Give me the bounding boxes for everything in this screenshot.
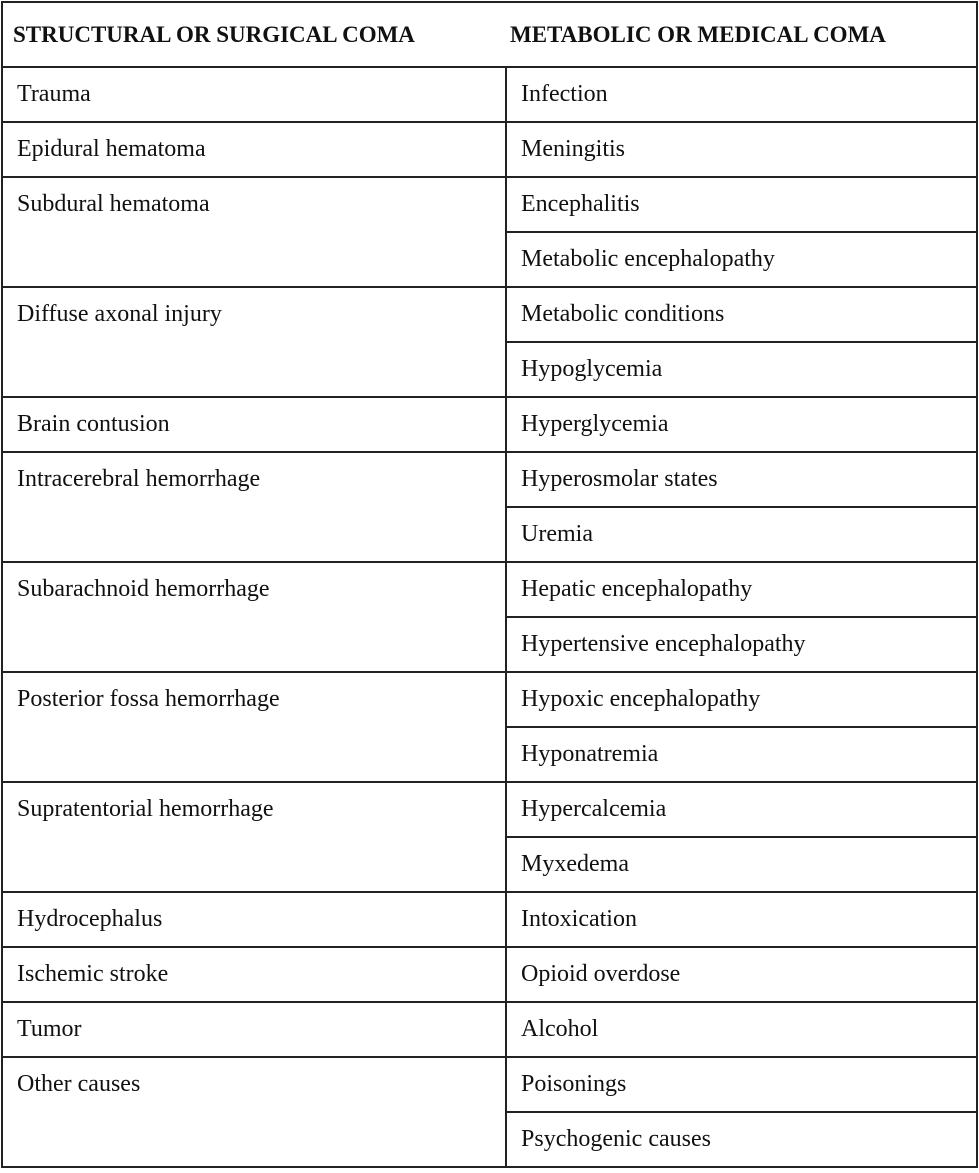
metabolic-cause-cell: Myxedema (505, 836, 978, 893)
structural-cause-cell: Subarachnoid hemorrhage (1, 561, 507, 673)
table-row: Subarachnoid hemorrhage Hepatic encephalo… (1, 561, 978, 673)
metabolic-cause-cell: Hypoxic encephalopathy (505, 671, 978, 728)
structural-cause-cell: Hydrocephalus (1, 891, 507, 948)
metabolic-cause-cell: Metabolic encephalopathy (505, 231, 978, 288)
table-row: Intracerebral hemorrhage Hyperosmolar sta… (1, 451, 978, 563)
metabolic-cause-cell: Hypertensive encephalopathy (505, 616, 978, 673)
structural-cause-cell: Trauma (1, 66, 507, 123)
table-row: Psychogenic causes (2, 1111, 978, 1168)
metabolic-cause-cell: Hyponatremia (505, 726, 978, 783)
table-row: Supratentorial hemorrhage Hypercalcemia (1, 781, 978, 893)
structural-cause-cell: Diffuse axonal injury (1, 286, 507, 398)
table-row: Ischemic stroke Opioid overdose (1, 946, 978, 1003)
metabolic-cause-cell: Opioid overdose (505, 946, 978, 1003)
table-row: Brain contusion Hyperglycemia (1, 396, 978, 453)
table-row: Hypertensive encephalopathy (2, 616, 978, 673)
header-structural: STRUCTURAL OR SURGICAL COMA (1, 1, 506, 68)
table-row: Hypoglycemia (2, 341, 978, 398)
metabolic-cause-cell: Hyperosmolar states (505, 451, 978, 508)
structural-cause-cell: Intracerebral hemorrhage (1, 451, 507, 563)
metabolic-cause-cell: Intoxication (505, 891, 978, 948)
header-metabolic: METABOLIC OR MEDICAL COMA (506, 1, 978, 68)
structural-cause-cell: Epidural hematoma (1, 121, 507, 178)
table-row: Trauma Infection (1, 66, 978, 123)
table-row: Uremia (2, 506, 978, 563)
table-row: Epidural hematoma Meningitis (1, 121, 978, 178)
table-row: Subdural hematoma Encephalitis (1, 176, 978, 288)
structural-cause-cell: Posterior fossa hemorrhage (1, 671, 507, 783)
table-row: Tumor Alcohol (1, 1001, 978, 1058)
table-body: Trauma Infection Epidural hematoma Meningit… (1, 66, 978, 1168)
structural-cause-cell: Ischemic stroke (1, 946, 507, 1003)
metabolic-cause-cell: Meningitis (505, 121, 978, 178)
structural-cause-cell: Subdural hematoma (1, 176, 507, 288)
table-row: Hyponatremia (2, 726, 978, 783)
structural-cause-cell: Tumor (1, 1001, 507, 1058)
table-row: Other causes Poisonings (1, 1056, 978, 1168)
structural-cause-cell: Supratentorial hemorrhage (1, 781, 507, 893)
metabolic-cause-cell: Alcohol (505, 1001, 978, 1058)
table-row: Myxedema (2, 836, 978, 893)
table-row: Diffuse axonal injury Metabolic condition… (1, 286, 978, 398)
metabolic-cause-cell: Encephalitis (505, 176, 978, 233)
table-row: Posterior fossa hemorrhage Hypoxic enceph… (1, 671, 978, 783)
metabolic-cause-cell: Hepatic encephalopathy (505, 561, 978, 618)
metabolic-cause-cell: Hyperglycemia (505, 396, 978, 453)
metabolic-cause-cell: Hypercalcemia (505, 781, 978, 838)
table-row: Metabolic encephalopathy (2, 231, 978, 288)
metabolic-cause-cell: Hypoglycemia (505, 341, 978, 398)
metabolic-cause-cell: Psychogenic causes (505, 1111, 978, 1168)
metabolic-cause-cell: Metabolic conditions (505, 286, 978, 343)
structural-cause-cell: Brain contusion (1, 396, 507, 453)
metabolic-cause-cell: Infection (505, 66, 978, 123)
structural-cause-cell: Other causes (1, 1056, 507, 1168)
metabolic-cause-cell: Uremia (505, 506, 978, 563)
header-row: STRUCTURAL OR SURGICAL COMA METABOLIC OR… (1, 1, 978, 68)
metabolic-cause-cell: Poisonings (505, 1056, 978, 1113)
table-row: Hydrocephalus Intoxication (1, 891, 978, 948)
